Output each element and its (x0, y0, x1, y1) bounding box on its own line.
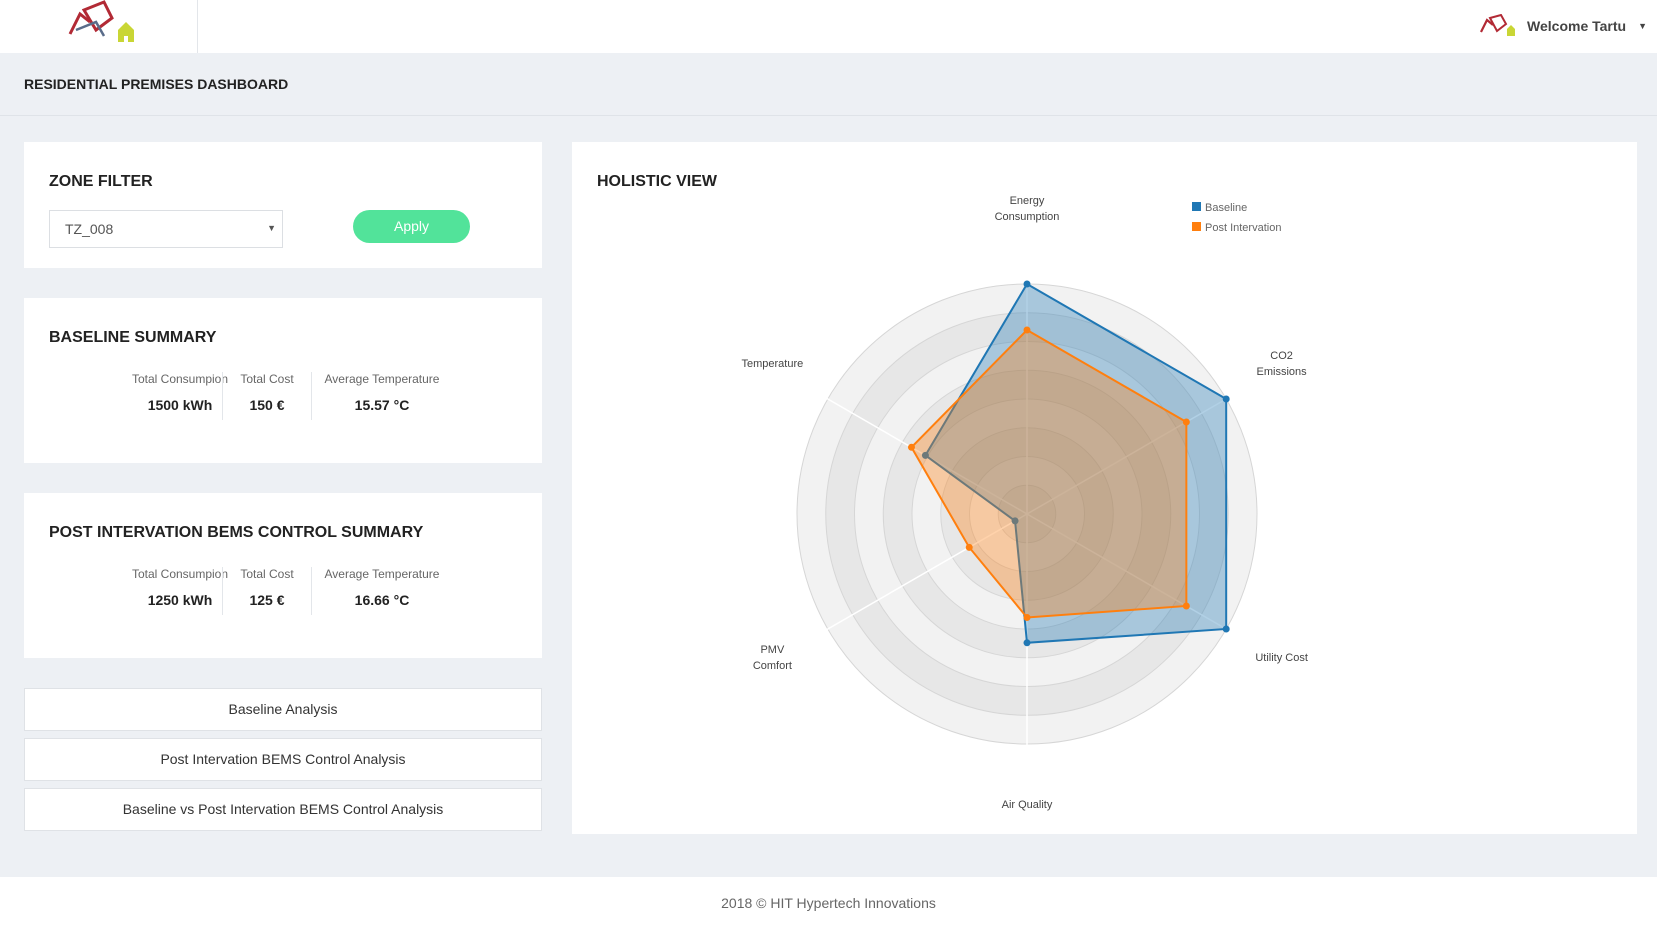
radar-axis-line (810, 513, 1028, 640)
stat-total-consumption: Total Consumpion 1250 kWh (104, 567, 256, 615)
radar-point (1023, 326, 1031, 334)
apply-button[interactable]: Apply (353, 210, 470, 243)
logo-container (0, 0, 198, 53)
app-logo[interactable] (0, 0, 198, 53)
user-menu[interactable]: Welcome Tartu ▼ (1479, 12, 1647, 40)
baseline-summary-title: BASELINE SUMMARY (49, 329, 217, 346)
radar-point (1011, 517, 1019, 525)
stat-total-cost: Total Cost 125 € (223, 567, 311, 615)
radar-axis-line (1026, 513, 1244, 640)
stat-value: 150 € (249, 397, 285, 413)
radar-axis-label: Temperature (742, 358, 804, 370)
radar-point (1222, 625, 1230, 633)
post-summary-title: POST INTERVATION BEMS CONTROL SUMMARY (49, 524, 424, 541)
chevron-down-icon[interactable]: ▼ (1638, 21, 1647, 31)
radar-axis-label: Utility Cost (1255, 652, 1308, 664)
radar-chart: Energy Consumption CO2 Emissions Utility Cos… (742, 195, 1308, 811)
stat-total-cost: Total Cost 150 € (223, 372, 311, 420)
legend-swatch (1192, 202, 1201, 211)
stat-value: 125 € (249, 592, 285, 608)
radar-axis-label: PMV (760, 644, 785, 656)
select-arrow-icon: ▼ (267, 223, 276, 233)
stat-divider (222, 372, 223, 420)
user-logo-icon (1480, 14, 1516, 36)
radar-point (1182, 602, 1190, 610)
stat-value: 15.57 °C (354, 397, 410, 413)
legend-label: Post Intervation (1205, 222, 1281, 234)
post-intervation-analysis-button[interactable]: Post Intervation BEMS Control Analysis (24, 738, 542, 781)
radar-point (1023, 614, 1031, 621)
stat-value: 1250 kWh (147, 592, 213, 608)
stat-value: 1500 kWh (147, 397, 213, 413)
stat-divider (222, 567, 223, 615)
footer-text: 2018 © HIT Hypertech Innovations (721, 895, 936, 911)
stat-value: 16.66 °C (354, 592, 410, 608)
radar-point (1182, 418, 1190, 426)
stat-label: Total Consumpion (131, 372, 229, 386)
stat-divider (311, 567, 312, 615)
radar-axis-label: Consumption (995, 211, 1060, 223)
radar-point (1023, 280, 1031, 288)
zone-select[interactable]: TZ_008 ▼ (49, 210, 283, 248)
radar-axis-label: Emissions (1257, 366, 1308, 378)
zone-filter-title: ZONE FILTER (49, 173, 153, 190)
radar-axis-label: CO2 (1270, 350, 1293, 362)
zone-select-value: TZ_008 (65, 221, 114, 237)
page-title: RESIDENTIAL PREMISES DASHBOARD (24, 76, 289, 92)
user-greeting[interactable]: Welcome Tartu (1527, 18, 1627, 34)
radar-axis-label: Energy (1010, 195, 1045, 207)
baseline-analysis-button[interactable]: Baseline Analysis (24, 688, 542, 731)
stat-label: Total Cost (240, 567, 294, 581)
zone-filter-card: ZONE FILTER TZ_008 ▼ Apply (24, 142, 542, 268)
post-summary-card: POST INTERVATION BEMS CONTROL SUMMARY To… (24, 493, 542, 658)
radar-point (1023, 639, 1031, 647)
radar-point (907, 443, 915, 451)
stat-label: Average Temperature (324, 567, 440, 581)
radar-axis-line (810, 388, 1028, 515)
stat-label: Total Cost (240, 372, 294, 386)
radar-axis-label: Comfort (753, 660, 792, 672)
legend-swatch (1192, 222, 1201, 231)
stat-label: Total Consumpion (131, 567, 229, 581)
legend-label: Baseline (1205, 202, 1247, 214)
radar-point (921, 451, 929, 459)
stat-average-temperature: Average Temperature 15.57 °C (312, 372, 452, 420)
radar-point (965, 543, 973, 551)
footer: 2018 © HIT Hypertech Innovations (0, 877, 1657, 929)
baseline-vs-post-analysis-button[interactable]: Baseline vs Post Intervation BEMS Contro… (24, 788, 542, 831)
radar-axis-line (1026, 388, 1244, 515)
stat-label: Average Temperature (324, 372, 440, 386)
stat-total-consumption: Total Consumpion 1500 kWh (104, 372, 256, 420)
stat-divider (311, 372, 312, 420)
page-header: RESIDENTIAL PREMISES DASHBOARD (0, 53, 1657, 116)
top-bar: Welcome Tartu ▼ (0, 0, 1657, 53)
radar-point (1222, 395, 1230, 403)
holistic-view-card: HOLISTIC VIEW Energy Consumption CO2 Emissi… (572, 142, 1637, 834)
stat-average-temperature: Average Temperature 16.66 °C (312, 567, 452, 615)
baseline-summary-card: BASELINE SUMMARY Total Consumpion 1500 k… (24, 298, 542, 463)
holistic-view-title: HOLISTIC VIEW (597, 173, 717, 190)
radar-axis-label: Air Quality (1002, 799, 1053, 811)
